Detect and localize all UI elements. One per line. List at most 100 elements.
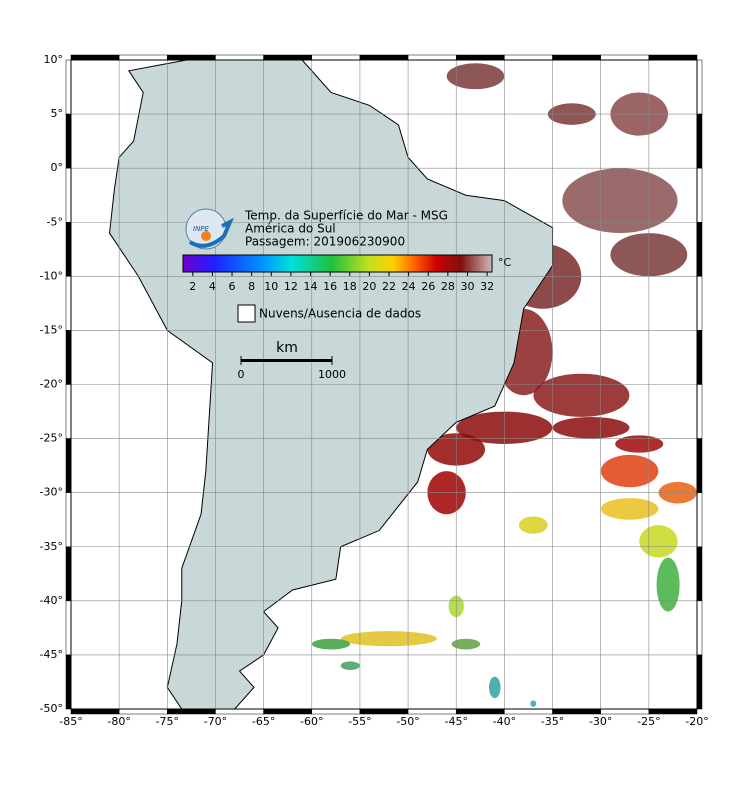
colorbar-tick-label: 14 bbox=[304, 280, 318, 293]
frame-segment bbox=[65, 600, 72, 656]
lon-tick-label: -80° bbox=[107, 715, 130, 728]
frame-segment bbox=[65, 438, 72, 493]
lat-tick-label: -35° bbox=[40, 540, 63, 553]
lon-tick-label: -85° bbox=[59, 715, 82, 728]
colorbar-tick-label: 22 bbox=[382, 280, 396, 293]
frame-segment bbox=[600, 708, 650, 715]
frame-segment bbox=[696, 438, 703, 493]
title-line: Temp. da Superfície do Mar - MSG bbox=[244, 209, 448, 223]
frame-segment bbox=[167, 708, 216, 715]
lat-tick-label: -15° bbox=[40, 323, 63, 336]
lon-tick-label: -40° bbox=[493, 715, 516, 728]
sst-patch bbox=[446, 63, 505, 90]
frame-segment bbox=[215, 54, 264, 61]
colorbar-tick-label: 30 bbox=[460, 280, 474, 293]
frame-segment bbox=[407, 54, 457, 61]
title-line: Passagem: 201906230900 bbox=[245, 235, 405, 249]
lat-tick-label: -10° bbox=[40, 269, 63, 282]
colorbar-tick-label: 4 bbox=[209, 280, 216, 293]
colorbar-tick-label: 32 bbox=[480, 280, 494, 293]
sst-patch bbox=[488, 676, 501, 699]
frame-segment bbox=[696, 222, 703, 277]
lat-tick-label: -20° bbox=[40, 378, 63, 391]
lon-tick-label: -75° bbox=[156, 715, 179, 728]
lon-tick-label: -60° bbox=[300, 715, 323, 728]
sst-patch bbox=[518, 516, 548, 534]
colorbar-ticks: 2 4 6 8 10 12 14 16 18 20 22 24 26 28 30 32 bbox=[189, 272, 494, 293]
cloud-swatch bbox=[237, 304, 256, 323]
colorbar-unit: °C bbox=[498, 256, 512, 269]
sst-patch bbox=[639, 525, 678, 558]
frame-segment bbox=[696, 167, 703, 223]
scale-unit: km bbox=[276, 340, 298, 356]
frame-segment bbox=[65, 167, 72, 223]
colorbar bbox=[182, 254, 493, 273]
frame-segment bbox=[696, 654, 703, 710]
lon-tick-label: -25° bbox=[637, 715, 660, 728]
colorbar-tick-label: 18 bbox=[343, 280, 357, 293]
lat-tick-label: -45° bbox=[40, 648, 63, 661]
lon-tick-label: -35° bbox=[541, 715, 564, 728]
frame-segment bbox=[65, 222, 72, 277]
colorbar-tick-label: 24 bbox=[402, 280, 416, 293]
lon-tick-label: -65° bbox=[252, 715, 275, 728]
frame-segment bbox=[65, 276, 72, 331]
sst-patch bbox=[600, 454, 659, 488]
frame-segment bbox=[696, 492, 703, 547]
frame-segment bbox=[696, 113, 703, 169]
colorbar-tick-label: 2 bbox=[189, 280, 196, 293]
frame-segment bbox=[70, 708, 120, 715]
frame-segment bbox=[311, 54, 361, 61]
lon-tick-label: -55° bbox=[348, 715, 371, 728]
sst-patch bbox=[530, 700, 537, 707]
lon-tick-label: -45° bbox=[444, 715, 467, 728]
frame-segment bbox=[504, 54, 553, 61]
frame-segment bbox=[648, 54, 698, 61]
cloud-label: Nuvens/Ausencia de dados bbox=[259, 307, 421, 321]
sst-patch bbox=[600, 498, 659, 520]
lat-tick-label: -40° bbox=[40, 594, 63, 607]
frame-segment bbox=[696, 546, 703, 602]
lat-tick-label: -5° bbox=[47, 215, 63, 228]
lat-tick-label: -25° bbox=[40, 432, 63, 445]
frame-segment bbox=[455, 708, 505, 715]
frame-segment bbox=[407, 708, 457, 715]
colorbar-tick-label: 6 bbox=[229, 280, 236, 293]
frame-segment bbox=[70, 54, 120, 61]
scale-bar: 0 1000 bbox=[238, 356, 346, 381]
frame-segment bbox=[696, 600, 703, 656]
lon-tick-label: -50° bbox=[396, 715, 419, 728]
logo-arrow bbox=[188, 217, 234, 248]
sst-patch bbox=[340, 661, 360, 671]
colorbar-tick-label: 8 bbox=[248, 280, 255, 293]
lon-tick-label: -70° bbox=[204, 715, 227, 728]
frame-segment bbox=[118, 54, 168, 61]
lat-tick-label: 0° bbox=[51, 161, 64, 174]
colorbar-tick-label: 10 bbox=[264, 280, 278, 293]
sst-patch bbox=[533, 373, 630, 417]
frame-segment bbox=[263, 708, 313, 715]
title-line: América do Sul bbox=[245, 222, 336, 236]
frame-segment bbox=[65, 546, 72, 602]
frame-segment bbox=[65, 59, 72, 115]
sst-patch bbox=[656, 557, 680, 612]
frame-segment bbox=[696, 276, 703, 331]
scale-bar-body bbox=[241, 359, 332, 362]
frame-segment bbox=[215, 708, 264, 715]
legend: INPE Temp. da Superfície do Mar - MSG Am… bbox=[182, 208, 512, 381]
frame-segment bbox=[504, 708, 553, 715]
frame-segment bbox=[696, 384, 703, 439]
sst-patch bbox=[451, 638, 481, 650]
colorbar-tick-label: 12 bbox=[284, 280, 298, 293]
frame-segment bbox=[696, 330, 703, 385]
frame-segment bbox=[600, 54, 650, 61]
sst-patch bbox=[562, 168, 678, 234]
frame-segment bbox=[65, 384, 72, 439]
sst-patch bbox=[340, 631, 437, 647]
colorbar-tick-label: 28 bbox=[441, 280, 455, 293]
lat-tick-label: 10° bbox=[44, 53, 64, 66]
frame-segment bbox=[455, 54, 505, 61]
frame-segment bbox=[65, 330, 72, 385]
lat-tick-label: -30° bbox=[40, 486, 63, 499]
lon-tick-label: -20° bbox=[685, 715, 708, 728]
